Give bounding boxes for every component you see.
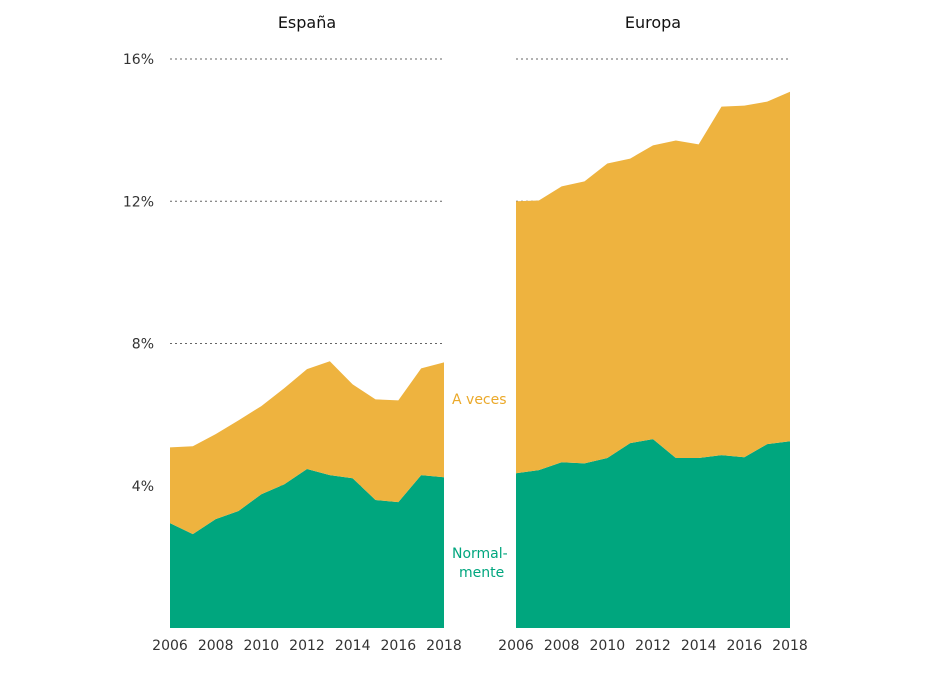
area-a-veces bbox=[516, 91, 790, 474]
x-tick-label: 2006 bbox=[152, 638, 188, 654]
x-tick-label: 2018 bbox=[772, 638, 808, 654]
area-normalmente bbox=[516, 439, 790, 628]
series-label-a-veces: A veces bbox=[452, 392, 507, 408]
y-tick-label: 16% bbox=[123, 52, 154, 68]
area-a-veces bbox=[170, 361, 444, 535]
x-tick-label: 2008 bbox=[198, 638, 234, 654]
x-tick-label: 2016 bbox=[381, 638, 417, 654]
x-tick-label: 2008 bbox=[544, 638, 580, 654]
panel-title: Europa bbox=[625, 13, 681, 32]
y-tick-label: 12% bbox=[123, 194, 154, 210]
x-tick-label: 2012 bbox=[635, 638, 671, 654]
x-tick-label: 2016 bbox=[727, 638, 763, 654]
x-tick-label: 2014 bbox=[335, 638, 371, 654]
panel-title: España bbox=[278, 13, 336, 32]
y-tick-label: 4% bbox=[132, 479, 154, 495]
x-tick-label: 2010 bbox=[244, 638, 280, 654]
x-tick-label: 2014 bbox=[681, 638, 717, 654]
series-label-normalmente: Normal- bbox=[452, 546, 508, 562]
area-normalmente bbox=[170, 469, 444, 628]
x-tick-label: 2012 bbox=[289, 638, 325, 654]
series-label-normalmente: mente bbox=[459, 565, 504, 581]
x-tick-label: 2006 bbox=[498, 638, 534, 654]
y-tick-label: 8% bbox=[132, 337, 154, 353]
x-tick-label: 2018 bbox=[426, 638, 462, 654]
x-tick-label: 2010 bbox=[590, 638, 626, 654]
